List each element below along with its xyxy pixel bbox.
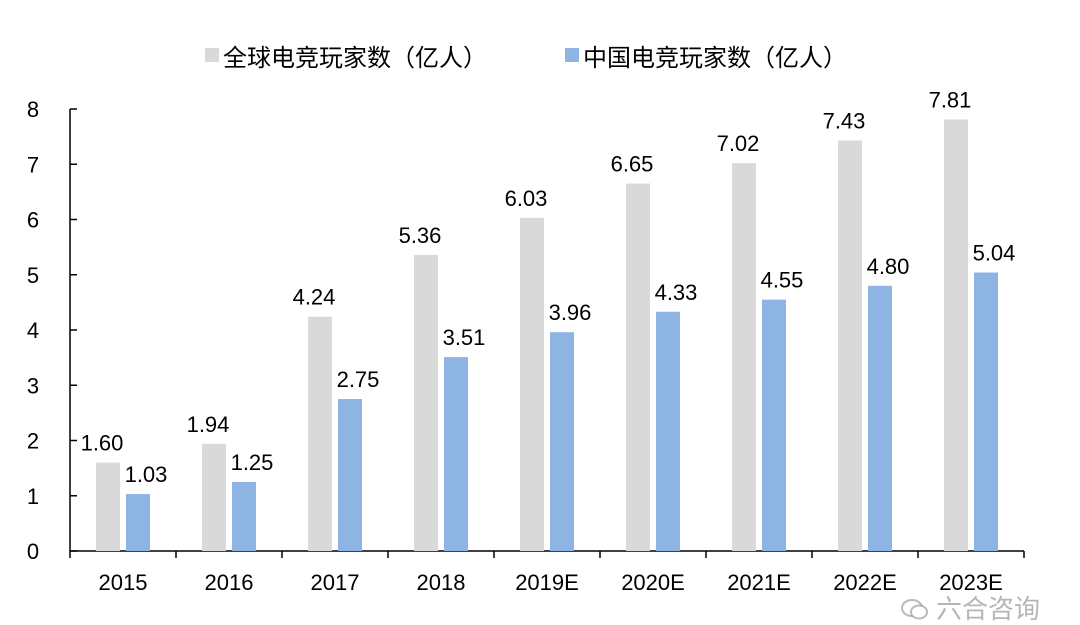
data-label: 7.02: [717, 131, 760, 156]
wechat-icon: [901, 599, 928, 620]
bar-global: [944, 119, 968, 551]
watermark: 六合咨询: [900, 597, 1040, 623]
data-label: 4.55: [761, 268, 804, 293]
legend-label: 中国电竞玩家数（亿人）: [583, 45, 847, 72]
data-label: 3.96: [549, 300, 592, 325]
bar-global: [96, 462, 120, 551]
bar-global: [626, 183, 650, 551]
data-label: 4.24: [293, 285, 336, 310]
y-tick-label: 6: [27, 208, 39, 233]
data-label: 4.80: [867, 254, 910, 279]
data-label: 7.43: [823, 108, 866, 133]
x-tick-label: 2021E: [727, 570, 791, 595]
y-tick-label: 5: [27, 263, 39, 288]
x-tick-label: 2015: [99, 570, 148, 595]
x-tick-label: 2017: [311, 570, 360, 595]
x-tick-label: 2022E: [833, 570, 897, 595]
bar-global: [732, 163, 756, 551]
bar-global: [414, 254, 438, 552]
bar-china: [762, 299, 786, 551]
data-label: 1.03: [125, 462, 168, 487]
bar-china: [338, 399, 362, 551]
y-tick-label: 1: [27, 484, 39, 509]
y-tick-label: 3: [27, 373, 39, 398]
data-label: 4.33: [655, 280, 698, 305]
watermark-text: 六合咨询: [936, 595, 1041, 625]
bar-china: [974, 272, 998, 551]
bar-china: [656, 311, 680, 551]
bar-china: [444, 357, 468, 551]
data-label: 2.75: [337, 367, 380, 392]
y-tick-label: 4: [27, 318, 39, 343]
x-tick-label: 2020E: [621, 570, 685, 595]
data-label: 1.60: [81, 431, 124, 456]
bar-global: [838, 140, 862, 551]
legend-swatch: [565, 48, 579, 62]
y-tick-label: 0: [27, 539, 39, 564]
x-tick-label: 2016: [205, 570, 254, 595]
bar-global: [308, 316, 332, 551]
x-tick-label: 2018: [417, 570, 466, 595]
bar-china: [232, 481, 256, 551]
x-tick-label: 2019E: [515, 570, 579, 595]
x-tick-label: 2023E: [939, 570, 1003, 595]
data-label: 1.94: [187, 412, 230, 437]
y-tick-label: 7: [27, 152, 39, 177]
bar-global: [202, 443, 226, 551]
data-label: 5.36: [399, 223, 442, 248]
bar-global: [520, 217, 544, 551]
bar-china: [126, 494, 150, 551]
y-tick-label: 8: [27, 97, 39, 122]
data-label: 5.04: [973, 241, 1016, 266]
data-label: 1.25: [231, 450, 274, 475]
data-label: 7.81: [929, 87, 972, 112]
legend-swatch: [205, 48, 219, 62]
data-label: 6.03: [505, 186, 548, 211]
bar-china: [550, 332, 574, 551]
data-label: 6.65: [611, 152, 654, 177]
y-tick-label: 2: [27, 429, 39, 454]
data-label: 3.51: [443, 325, 486, 350]
legend-label: 全球电竞玩家数（亿人）: [223, 45, 487, 72]
bar-china: [868, 285, 892, 551]
